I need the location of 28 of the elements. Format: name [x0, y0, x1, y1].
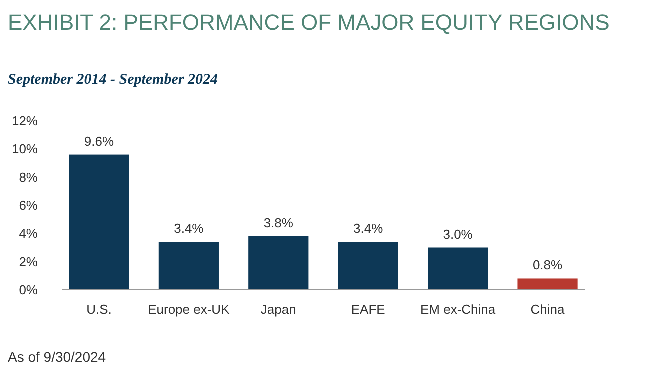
data-label: 3.0%: [443, 226, 474, 242]
data-label: 3.8%: [264, 215, 294, 230]
chart-title: EXHIBIT 2: PERFORMANCE OF MAJOR EQUITY REGIONS: [8, 10, 610, 35]
data-label: 3.4%: [174, 221, 204, 236]
y-tick-label: 6%: [19, 198, 38, 214]
bar: [248, 236, 309, 290]
x-tick-label: Europe ex-UK: [148, 302, 230, 317]
y-tick-label: 0%: [19, 282, 38, 298]
x-tick-label: U.S.: [86, 302, 112, 317]
x-tick-label: China: [530, 302, 566, 317]
x-tick-label: EAFE: [351, 302, 386, 317]
bar: [158, 242, 219, 290]
y-tick-label: 12%: [12, 114, 38, 129]
data-label: 9.6%: [84, 134, 114, 149]
bar: [338, 242, 398, 290]
bar: [428, 248, 488, 290]
x-tick-label: EM ex-China: [420, 302, 496, 317]
y-tick-label: 2%: [19, 254, 38, 270]
chart-subtitle: September 2014 - September 2024: [8, 72, 218, 88]
y-tick-label: 10%: [12, 142, 38, 157]
bar: [69, 154, 130, 290]
data-label: 3.4%: [354, 221, 384, 236]
bar: [518, 278, 578, 290]
x-tick-label: Japan: [260, 302, 296, 317]
y-tick-label: 4%: [19, 226, 38, 242]
text: As of 9/30/2024: [8, 349, 106, 365]
data-label: 0.8%: [532, 258, 564, 273]
y-tick-label: 8%: [19, 170, 38, 185]
